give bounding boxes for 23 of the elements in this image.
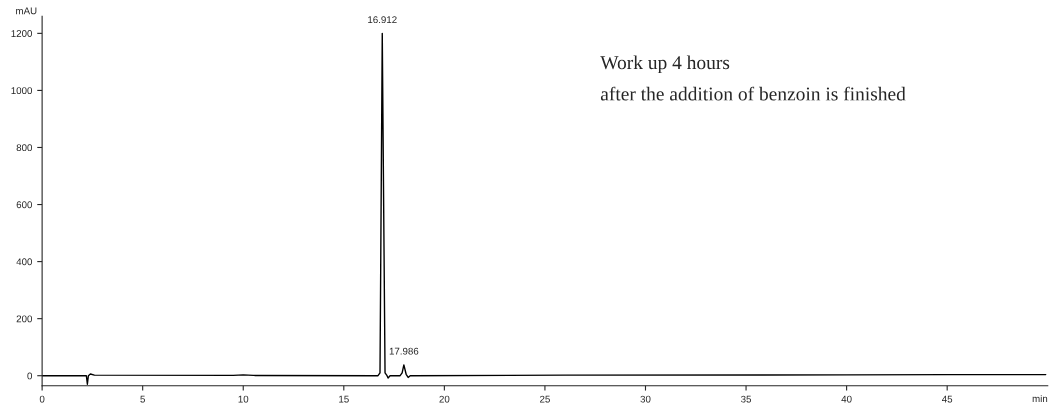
annotation: 16.912	[368, 16, 397, 24]
annotation: after the addition of benzoin is finished	[600, 86, 906, 101]
x-tick-label: 25	[540, 395, 550, 403]
x-axis-title: min	[1032, 394, 1048, 402]
y-tick-label: 1000	[11, 87, 33, 95]
annotation: 17.986	[389, 347, 419, 355]
x-tick-label: 20	[439, 395, 450, 403]
x-tick-label: 35	[741, 395, 752, 403]
x-tick-label: 15	[339, 395, 349, 403]
y-tick-label: 400	[16, 258, 33, 266]
y-tick-label: 800	[16, 144, 33, 152]
y-tick-label: 0	[27, 372, 33, 380]
y-axis-title: mAU	[16, 7, 37, 15]
annotation: Work up 4 hours	[600, 55, 730, 74]
x-tick-label: 10	[238, 395, 249, 403]
x-tick-label: 5	[140, 395, 145, 403]
x-tick-label: 40	[841, 395, 852, 403]
x-tick-label: 45	[941, 395, 953, 403]
x-tick-label: 0	[39, 395, 45, 403]
y-tick-label: 1200	[11, 30, 33, 37]
y-tick-label: 200	[16, 315, 33, 323]
y-tick-label: 600	[16, 201, 33, 209]
x-tick-label: 30	[640, 395, 651, 403]
